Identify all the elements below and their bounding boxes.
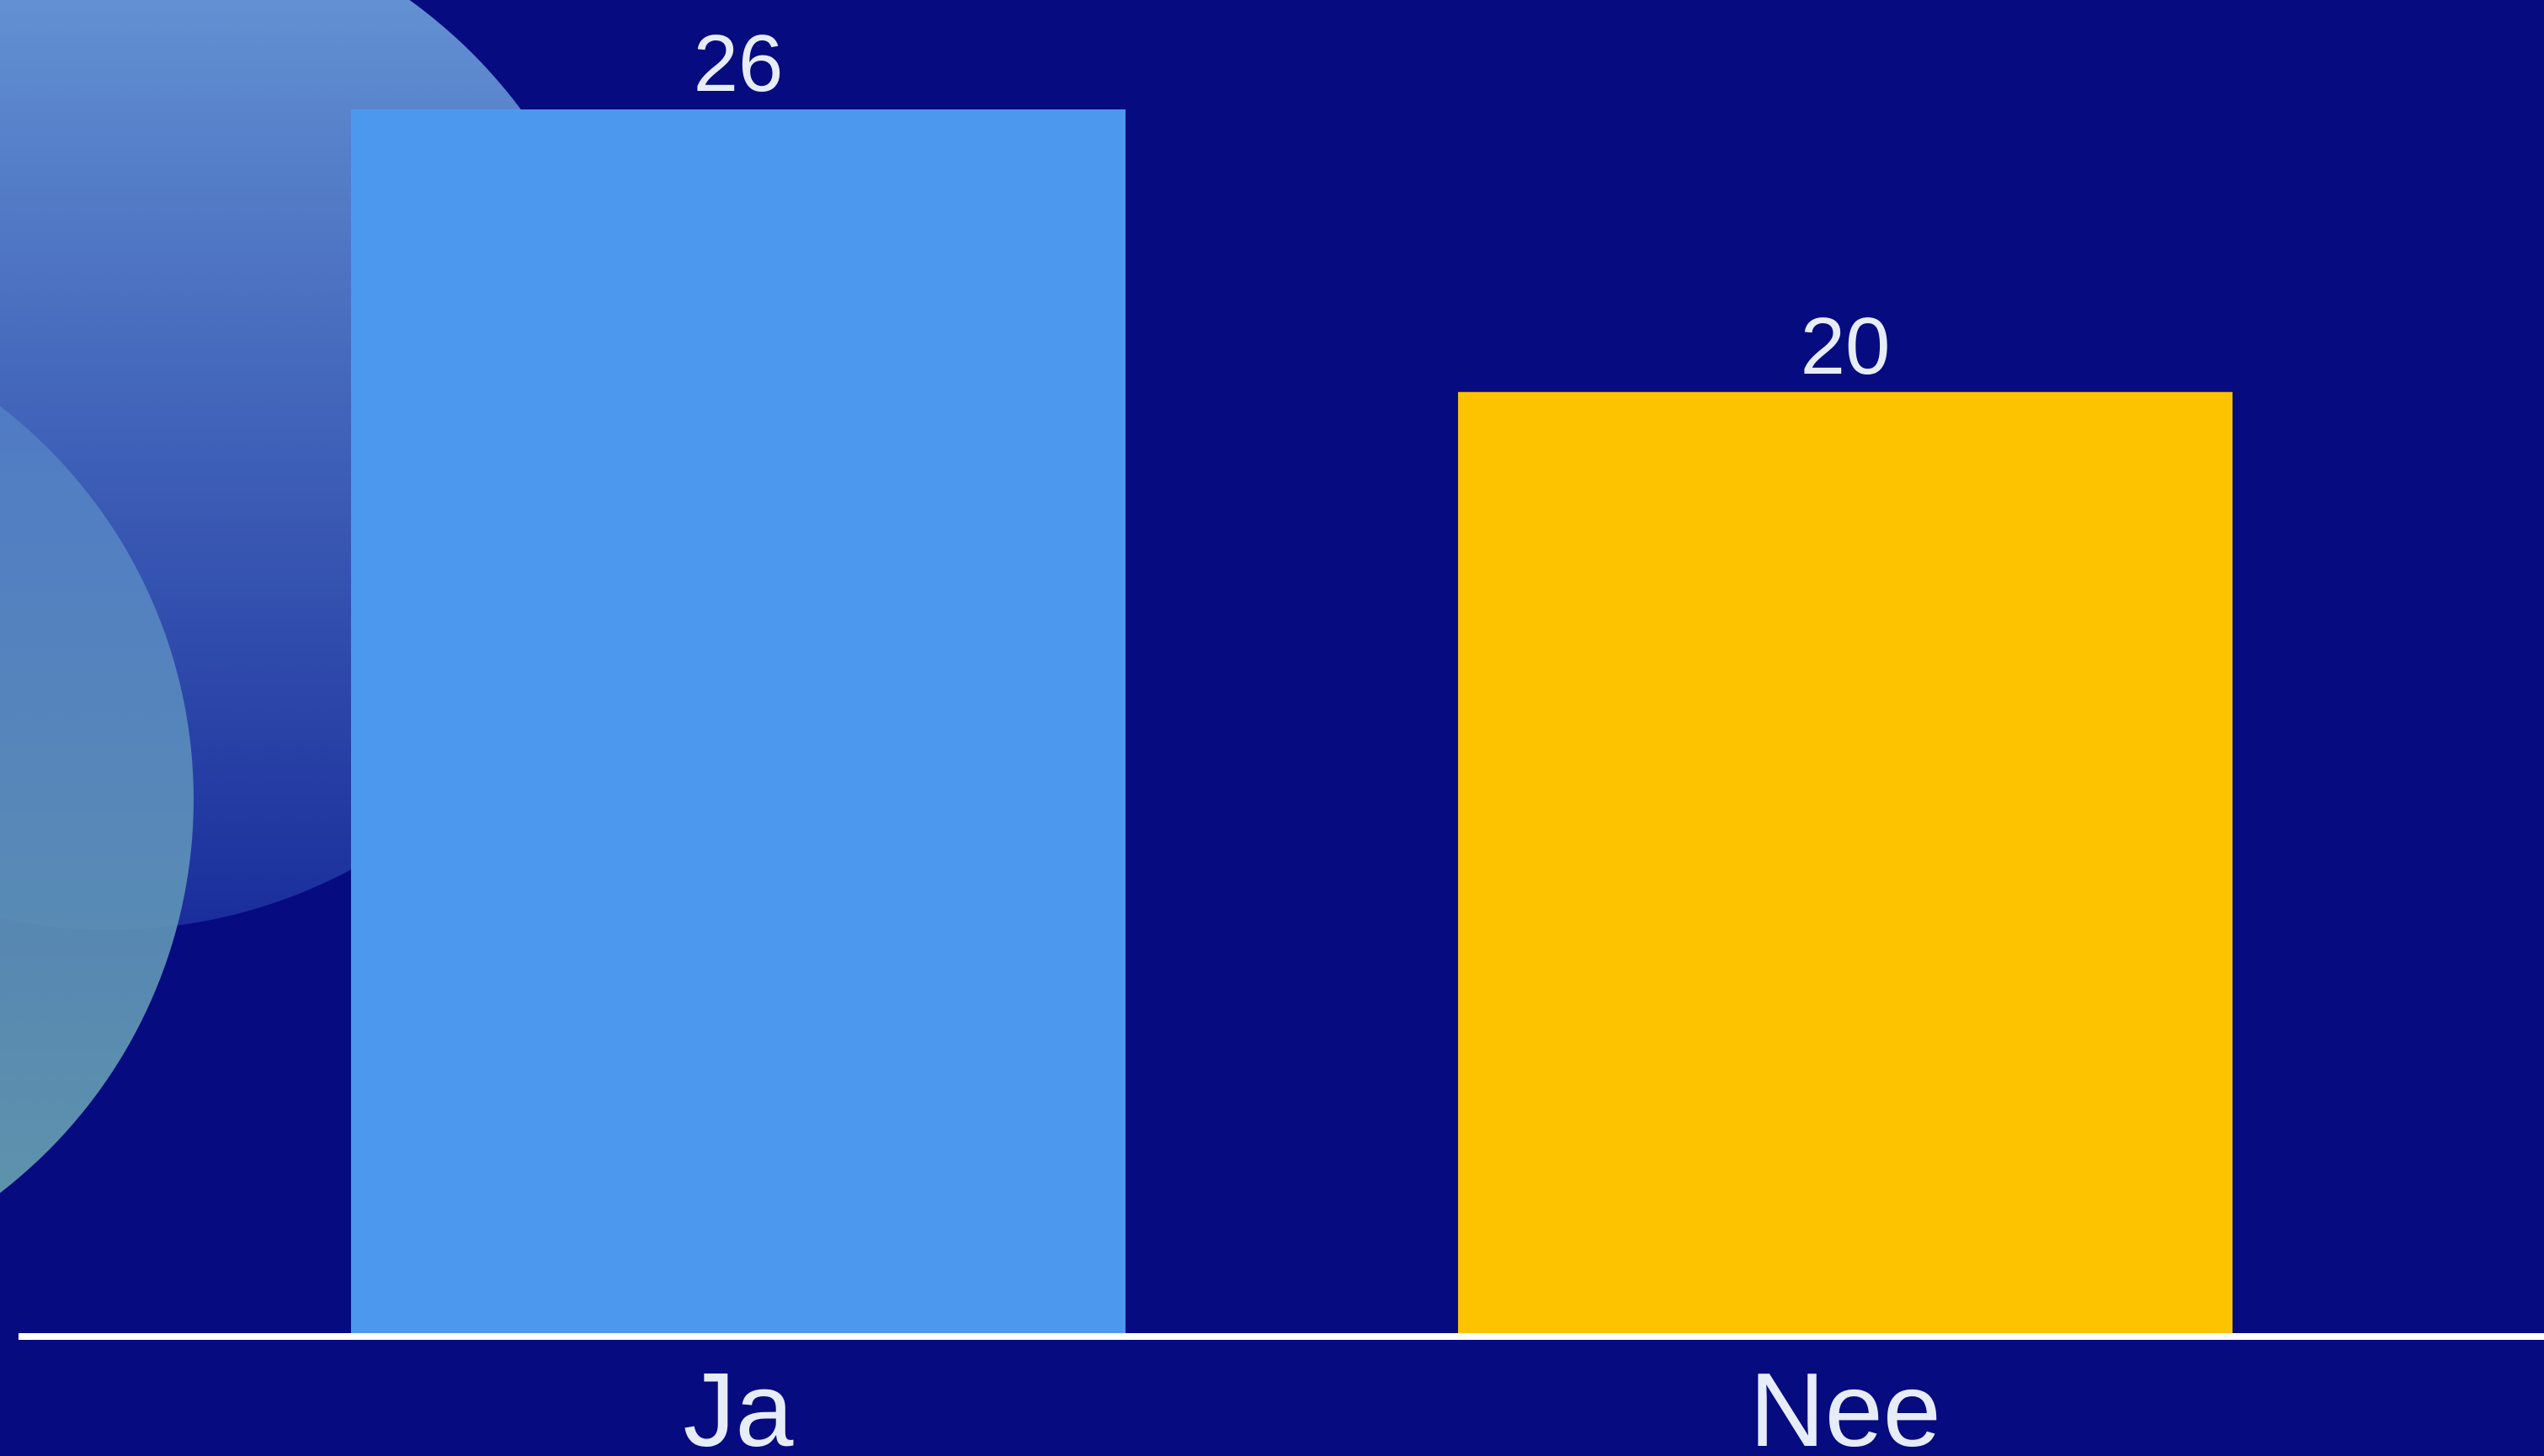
data-label-nee: 20 xyxy=(1801,301,1891,391)
category-label-nee: Nee xyxy=(1749,1352,1940,1456)
bar-ja xyxy=(351,109,1126,1334)
labels-layer: 26 Ja 20 Nee xyxy=(684,19,1941,1456)
category-label-ja: Ja xyxy=(684,1352,794,1456)
decorative-circle-small xyxy=(0,406,194,1193)
data-label-ja: 26 xyxy=(694,19,784,109)
bars-layer xyxy=(351,109,2233,1334)
bar-nee xyxy=(1458,391,2233,1334)
